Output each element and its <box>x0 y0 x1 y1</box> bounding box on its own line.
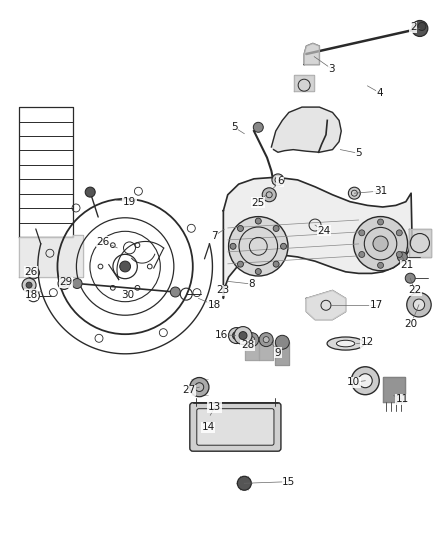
Text: 31: 31 <box>374 186 387 196</box>
Text: 27: 27 <box>182 385 195 395</box>
Circle shape <box>234 327 252 344</box>
Text: 9: 9 <box>275 348 281 358</box>
FancyBboxPatch shape <box>197 409 274 445</box>
Circle shape <box>272 174 284 186</box>
Circle shape <box>373 236 388 251</box>
Circle shape <box>230 244 236 249</box>
Polygon shape <box>306 290 346 320</box>
Circle shape <box>229 216 288 276</box>
Circle shape <box>195 383 204 391</box>
Text: 8: 8 <box>248 279 255 289</box>
Text: 11: 11 <box>396 394 409 405</box>
Circle shape <box>407 293 431 317</box>
Text: 29: 29 <box>60 278 73 287</box>
FancyBboxPatch shape <box>190 403 281 451</box>
Circle shape <box>276 335 289 349</box>
Circle shape <box>229 328 244 344</box>
Text: 20: 20 <box>405 319 418 329</box>
Circle shape <box>58 278 70 289</box>
Text: 15: 15 <box>282 477 296 487</box>
Text: 21: 21 <box>400 261 413 270</box>
Circle shape <box>255 218 261 224</box>
Circle shape <box>190 377 209 397</box>
Polygon shape <box>259 340 273 360</box>
Circle shape <box>237 225 244 231</box>
Text: 18: 18 <box>208 300 221 310</box>
Text: 14: 14 <box>201 423 215 432</box>
Text: 6: 6 <box>277 176 283 187</box>
Text: 5: 5 <box>231 122 237 132</box>
Circle shape <box>405 273 415 283</box>
Polygon shape <box>19 235 83 277</box>
Text: 30: 30 <box>121 289 134 300</box>
Polygon shape <box>410 229 431 257</box>
Polygon shape <box>272 107 341 152</box>
Polygon shape <box>276 342 289 365</box>
Text: 22: 22 <box>408 285 421 295</box>
Circle shape <box>255 269 261 274</box>
Text: 13: 13 <box>208 402 221 413</box>
Ellipse shape <box>336 340 355 347</box>
Circle shape <box>263 337 269 343</box>
Circle shape <box>378 262 384 268</box>
Circle shape <box>281 244 286 249</box>
Ellipse shape <box>327 337 364 350</box>
Circle shape <box>170 287 180 297</box>
Circle shape <box>412 20 428 36</box>
Circle shape <box>351 367 379 395</box>
Text: 4: 4 <box>376 88 383 98</box>
Circle shape <box>233 332 240 340</box>
Text: 19: 19 <box>123 197 136 207</box>
Text: 12: 12 <box>361 337 374 348</box>
Circle shape <box>358 374 372 387</box>
Text: 28: 28 <box>241 340 254 350</box>
Circle shape <box>413 299 425 310</box>
Text: 3: 3 <box>328 64 335 74</box>
Circle shape <box>359 230 365 236</box>
Text: 23: 23 <box>217 285 230 295</box>
Text: 5: 5 <box>355 148 362 158</box>
Circle shape <box>259 333 273 346</box>
Circle shape <box>397 252 407 262</box>
Circle shape <box>396 230 402 236</box>
Text: 7: 7 <box>211 231 218 241</box>
Circle shape <box>273 261 279 267</box>
Circle shape <box>348 187 360 199</box>
Circle shape <box>396 252 402 257</box>
Circle shape <box>22 278 36 292</box>
Polygon shape <box>294 75 314 91</box>
Polygon shape <box>223 177 412 298</box>
Text: 26: 26 <box>25 267 38 277</box>
Text: 2: 2 <box>410 22 417 33</box>
Circle shape <box>245 333 259 346</box>
Circle shape <box>26 282 32 288</box>
Circle shape <box>359 252 365 257</box>
Circle shape <box>120 261 131 272</box>
Circle shape <box>237 477 251 490</box>
Polygon shape <box>304 43 319 64</box>
Circle shape <box>72 279 82 288</box>
Polygon shape <box>384 377 406 402</box>
Text: 10: 10 <box>347 377 360 387</box>
Circle shape <box>418 22 426 30</box>
Polygon shape <box>245 340 259 360</box>
Circle shape <box>237 261 244 267</box>
Circle shape <box>85 187 95 197</box>
Text: 16: 16 <box>215 329 228 340</box>
Text: 24: 24 <box>317 226 330 236</box>
Circle shape <box>253 122 263 132</box>
Text: 17: 17 <box>370 300 383 310</box>
Text: 18: 18 <box>25 289 38 300</box>
Circle shape <box>353 216 408 271</box>
Circle shape <box>262 188 276 202</box>
Circle shape <box>249 337 255 343</box>
Text: 26: 26 <box>97 237 110 247</box>
Circle shape <box>378 219 384 225</box>
Circle shape <box>273 225 279 231</box>
Circle shape <box>239 332 247 340</box>
Text: 25: 25 <box>252 198 265 208</box>
